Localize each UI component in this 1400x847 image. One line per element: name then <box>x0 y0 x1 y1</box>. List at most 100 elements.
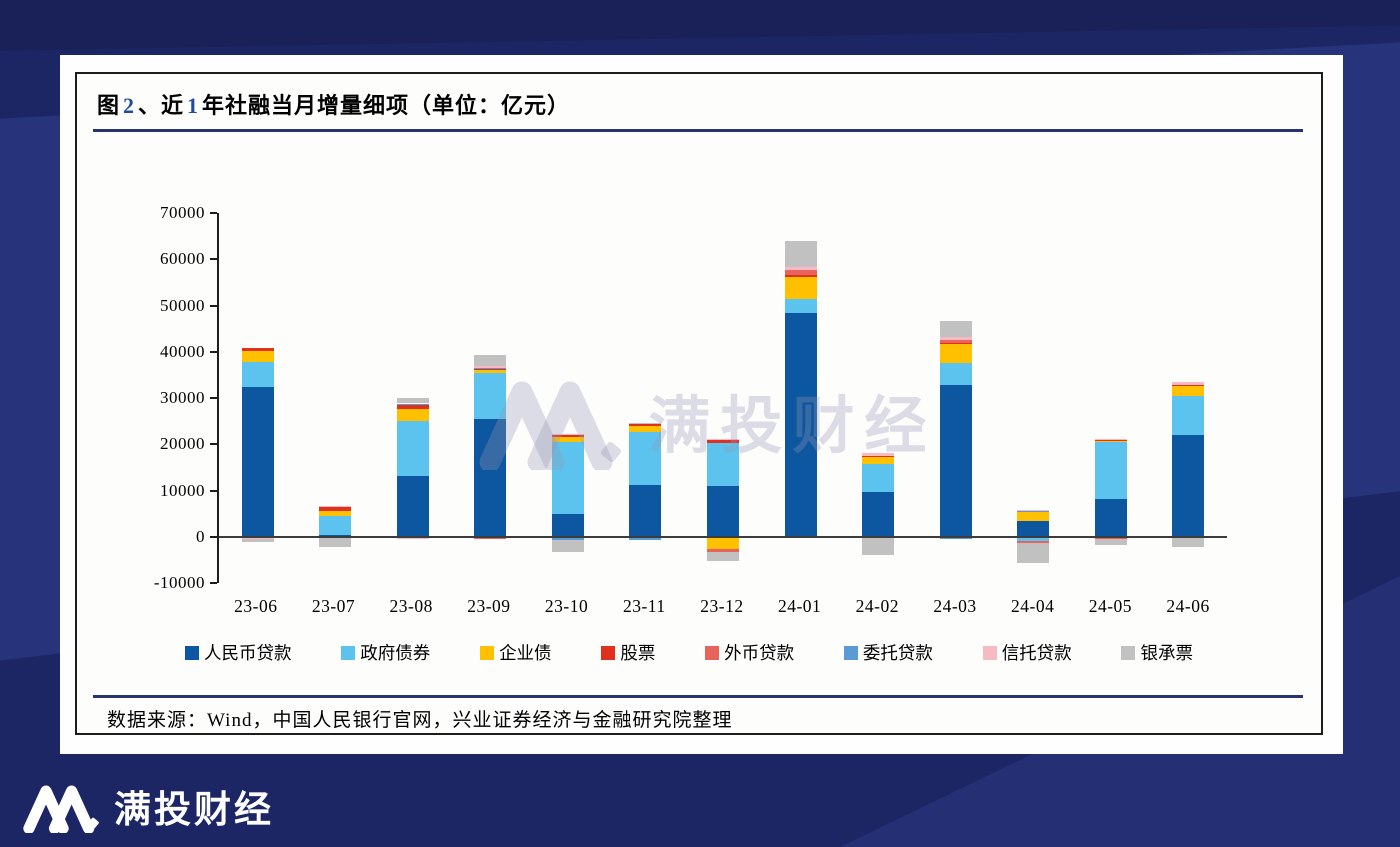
bar-segment <box>474 370 507 374</box>
x-tick-label: 24-03 <box>933 596 977 616</box>
bar-segment <box>1094 442 1127 499</box>
bar-segment <box>241 351 274 362</box>
bar-segment <box>1172 395 1205 436</box>
bar-segment <box>706 548 739 552</box>
x-tick-label: 23-11 <box>622 596 666 616</box>
bar-segment <box>1094 440 1127 441</box>
y-tick-mark <box>210 489 217 492</box>
legend-item: 信托贷款 <box>982 640 1072 665</box>
bar-segment <box>319 510 352 517</box>
legend-item: 银承票 <box>1121 640 1193 665</box>
bar-segment <box>862 491 895 537</box>
bar-segment <box>319 505 352 507</box>
bar-column-24-01 <box>762 213 840 583</box>
bar-segment <box>629 423 662 425</box>
x-tick-label: 24-01 <box>777 596 822 616</box>
y-axis-ticks <box>210 212 217 584</box>
bar-segment <box>1017 511 1050 513</box>
title-text: 年社融当月增量细项（单位：亿元） <box>202 93 571 118</box>
bar-segment <box>629 538 662 541</box>
bar-column-23-12 <box>684 213 762 583</box>
bar-segment <box>1172 435 1205 537</box>
bar-segment <box>474 365 507 368</box>
y-tick-mark <box>210 258 217 261</box>
bar-segment <box>474 373 507 420</box>
legend-item: 外币贷款 <box>705 640 794 665</box>
y-tick-label: 60000 <box>160 249 205 269</box>
bar-segment <box>706 442 739 486</box>
bar-segment <box>862 456 895 464</box>
bar-segment <box>551 514 584 537</box>
bar-segment <box>1094 499 1127 537</box>
x-tick-label: 24-02 <box>855 596 899 616</box>
bar-segment <box>319 506 352 511</box>
bar-segment <box>1017 536 1050 542</box>
legend-swatch-icon <box>185 645 199 660</box>
y-tick-label: 10000 <box>160 480 205 500</box>
bar-segment <box>939 336 972 341</box>
y-tick-label: 40000 <box>160 341 205 361</box>
bar-segment <box>319 538 352 548</box>
bar-segment <box>1172 537 1205 548</box>
bar-segment <box>784 312 817 537</box>
bar-segment <box>706 536 739 549</box>
bar-segment <box>706 438 739 441</box>
bar-segment <box>551 435 584 437</box>
legend-swatch-icon <box>601 645 616 660</box>
bar-segment <box>784 276 817 300</box>
bar-segment <box>939 344 972 364</box>
bar-segment <box>1172 386 1205 396</box>
legend-label: 委托贷款 <box>862 643 933 663</box>
y-tick-label: 0 <box>196 526 205 546</box>
bar-segment <box>706 485 739 537</box>
bar-segment <box>551 540 584 552</box>
legend-swatch-icon <box>480 645 495 660</box>
bar-segment <box>629 424 662 427</box>
bar-segment <box>939 363 972 385</box>
x-tick-label: 23-07 <box>311 596 356 616</box>
figure-frame: 图 2 、近 1 年社融当月增量细项（单位：亿元） 70000 60000 50000 400… <box>75 72 1323 735</box>
bar-segment <box>551 433 584 436</box>
y-tick-label: 30000 <box>160 388 205 407</box>
bar-segment <box>396 408 429 422</box>
bar-segment <box>474 354 507 366</box>
title-number: 2 <box>123 93 136 118</box>
bar-column-23-06 <box>219 213 297 583</box>
legend-label: 政府债券 <box>360 643 431 663</box>
legend-label: 股票 <box>620 643 656 663</box>
legend-swatch-icon <box>843 645 858 660</box>
x-tick-label: 23-12 <box>700 596 744 616</box>
bar-segment <box>784 299 817 313</box>
y-tick-label: -10000 <box>153 573 205 592</box>
bar-segment <box>1172 385 1205 387</box>
brand-logo: 满投财经 <box>22 779 274 833</box>
bar-segment <box>551 538 584 541</box>
bar-segment <box>784 274 817 277</box>
bar-segment <box>629 432 662 486</box>
legend-swatch-icon <box>982 645 997 660</box>
legend-item: 政府债券 <box>341 640 430 665</box>
y-tick-mark <box>210 397 217 399</box>
x-axis-labels: 23-06 23-07 23-08 23-09 23-10 23-11 23-12 24-01… <box>217 596 1227 617</box>
bar-segment <box>1017 541 1050 543</box>
x-tick-label: 23-08 <box>389 596 433 616</box>
bar-column-24-06 <box>1149 213 1227 583</box>
bar-segment <box>474 367 507 369</box>
legend-label: 银承票 <box>1140 643 1193 663</box>
y-tick-label: 70000 <box>160 203 205 222</box>
bar-segment <box>784 270 817 275</box>
y-tick-mark <box>210 304 217 307</box>
data-source-note: 数据来源：Wind，中国人民银行官网，兴业证券经济与金融研究院整理 <box>107 710 733 731</box>
y-axis-labels: 70000 60000 50000 40000 30000 20000 10000 0 -100… <box>77 203 205 592</box>
chart-region: 图 2 、近 1 年社融当月增量细项（单位：亿元） 70000 60000 50000 400… <box>77 74 1321 733</box>
title-underline <box>93 129 1303 132</box>
legend-swatch-icon <box>341 645 356 660</box>
bar-segment <box>939 340 972 343</box>
bar-segment <box>1172 381 1205 386</box>
legend-item: 委托贷款 <box>843 640 933 665</box>
x-tick-label: 24-05 <box>1088 596 1133 616</box>
x-tick-label: 23-06 <box>234 596 278 616</box>
bar-segment <box>1094 440 1127 443</box>
bar-segment <box>629 422 662 424</box>
bar-column-23-07 <box>297 213 375 583</box>
